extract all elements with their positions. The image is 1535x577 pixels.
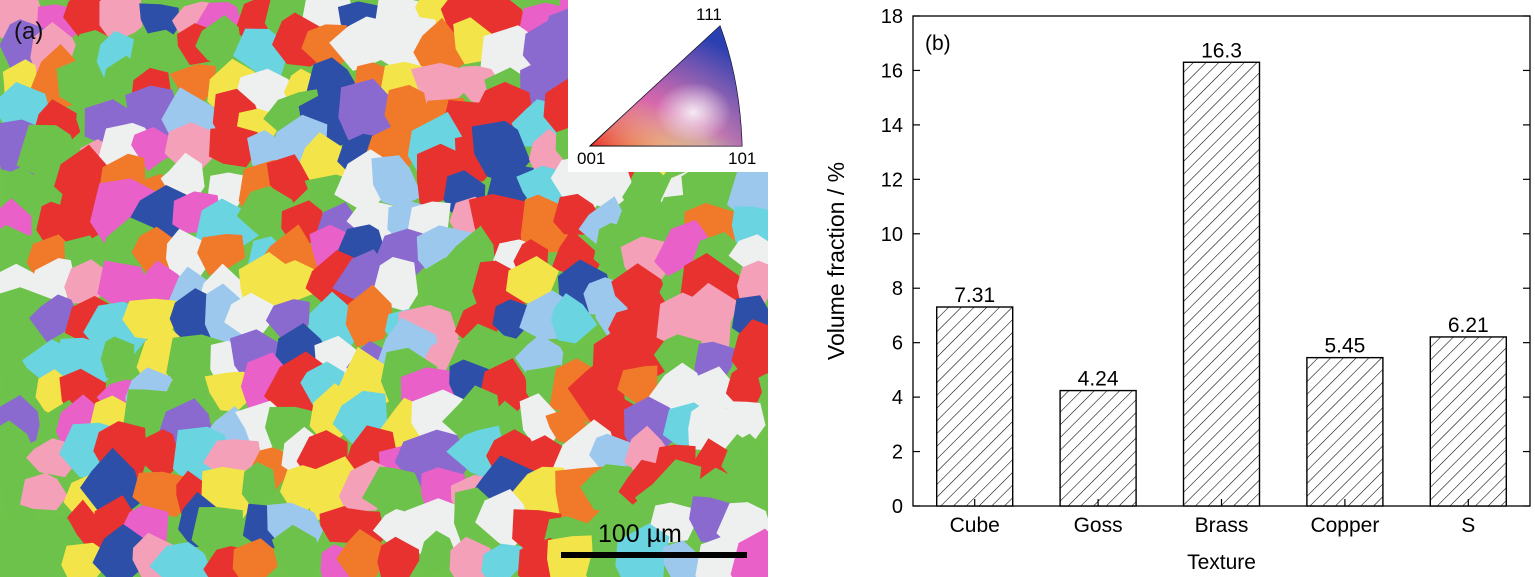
- grain: [720, 465, 768, 515]
- grain: [663, 540, 708, 577]
- grain: [413, 17, 467, 80]
- grain: [80, 447, 144, 518]
- ipf-color-key: 111 001 101: [568, 0, 768, 172]
- grain: [31, 258, 76, 303]
- grain: [336, 529, 384, 577]
- ipf-label-101: 101: [728, 149, 757, 168]
- bar-goss: [1059, 389, 1137, 507]
- grain: [139, 429, 181, 482]
- grain: [56, 187, 107, 247]
- x-tick-label: S: [1461, 514, 1475, 537]
- scale-bar-label: 100 µm: [598, 520, 682, 548]
- grain: [377, 536, 420, 577]
- grain: [100, 336, 135, 379]
- grain: [0, 543, 37, 577]
- grain: [653, 334, 703, 378]
- bar-s: [1429, 336, 1507, 507]
- grain: [419, 530, 456, 575]
- grain: [725, 361, 762, 413]
- grain: [361, 466, 426, 515]
- grain: [132, 471, 192, 518]
- grain: [727, 164, 768, 219]
- x-tick-label: Copper: [1310, 514, 1379, 537]
- grain: [204, 371, 253, 412]
- grain: [519, 393, 566, 453]
- grain: [580, 464, 634, 513]
- grain: [551, 293, 598, 344]
- grain: [131, 226, 176, 278]
- y-tick-label: 10: [881, 224, 903, 246]
- grain: [271, 524, 323, 577]
- grain: [201, 466, 257, 529]
- grain: [0, 420, 43, 485]
- x-tick-label: Goss: [1074, 514, 1123, 537]
- grain: [345, 284, 392, 348]
- grain: [241, 462, 276, 505]
- y-tick-label: 2: [892, 442, 903, 464]
- data-label: 5.45: [1324, 335, 1365, 358]
- grain: [611, 263, 673, 320]
- scale-bar: [561, 552, 747, 558]
- grain: [166, 228, 210, 280]
- y-axis-title: Volume fraction / %: [823, 162, 849, 360]
- grain: [149, 542, 213, 577]
- grain: [615, 523, 670, 577]
- grain: [492, 299, 531, 339]
- data-label: 6.21: [1448, 314, 1489, 337]
- grain: [371, 155, 423, 208]
- grain: [724, 401, 766, 445]
- y-tick-label: 6: [892, 333, 903, 355]
- y-tick-label: 8: [892, 278, 903, 300]
- grain: [677, 282, 740, 355]
- grain: [29, 294, 81, 343]
- x-axis-title: Texture: [1187, 551, 1256, 574]
- data-label: 16.3: [1201, 39, 1242, 62]
- grain: [736, 260, 768, 304]
- x-tick-label: Cube: [950, 514, 1000, 537]
- y-tick-label: 0: [892, 496, 903, 518]
- grain: [209, 126, 258, 168]
- grain: [338, 78, 400, 140]
- grain: [19, 473, 68, 511]
- grain: [694, 341, 737, 382]
- grain: [195, 15, 243, 68]
- grain: [648, 362, 708, 415]
- grain: [265, 406, 324, 453]
- grain: [232, 538, 278, 577]
- bar-brass: [1182, 61, 1261, 507]
- bar-chart: 0 2 4 6 8 10 12 14 16 18 7.31 Cube 4.24 Goss 16.3 Brass…: [823, 6, 1531, 574]
- ebsd-map-panel: (a): [0, 0, 768, 577]
- grain: [384, 84, 430, 134]
- bar-chart-panel: 0 2 4 6 8 10 12 14 16 18 7.31 Cube 4.24 Goss 16.3 Brass…: [810, 0, 1535, 577]
- grain: [99, 0, 143, 43]
- grain: [266, 154, 313, 203]
- panel-a-label: (a): [14, 18, 44, 45]
- data-label: 4.24: [1078, 368, 1119, 391]
- grain: [589, 433, 632, 475]
- ipf-label-111: 111: [696, 5, 722, 24]
- grain: [164, 122, 216, 175]
- bar-copper: [1306, 356, 1384, 507]
- grain: [197, 234, 246, 276]
- panel-b-label: (b): [925, 32, 951, 55]
- x-tick-label: Brass: [1195, 514, 1249, 537]
- y-tick-label: 18: [881, 6, 903, 28]
- grain: [264, 260, 316, 302]
- grain: [730, 528, 768, 577]
- grain: [329, 16, 392, 71]
- grain: [721, 433, 768, 484]
- grain: [61, 542, 108, 577]
- grain: [296, 132, 351, 187]
- grain: [611, 330, 675, 378]
- y-tick-label: 4: [892, 387, 903, 409]
- grain: [691, 366, 743, 413]
- bar-cube: [935, 306, 1014, 507]
- grain: [481, 543, 523, 577]
- data-label: 7.31: [954, 284, 995, 307]
- y-tick-label: 14: [881, 115, 903, 137]
- y-tick-label: 16: [881, 60, 903, 82]
- grain: [224, 292, 275, 339]
- y-tick-label: 12: [881, 169, 903, 191]
- ipf-label-001: 001: [577, 149, 606, 168]
